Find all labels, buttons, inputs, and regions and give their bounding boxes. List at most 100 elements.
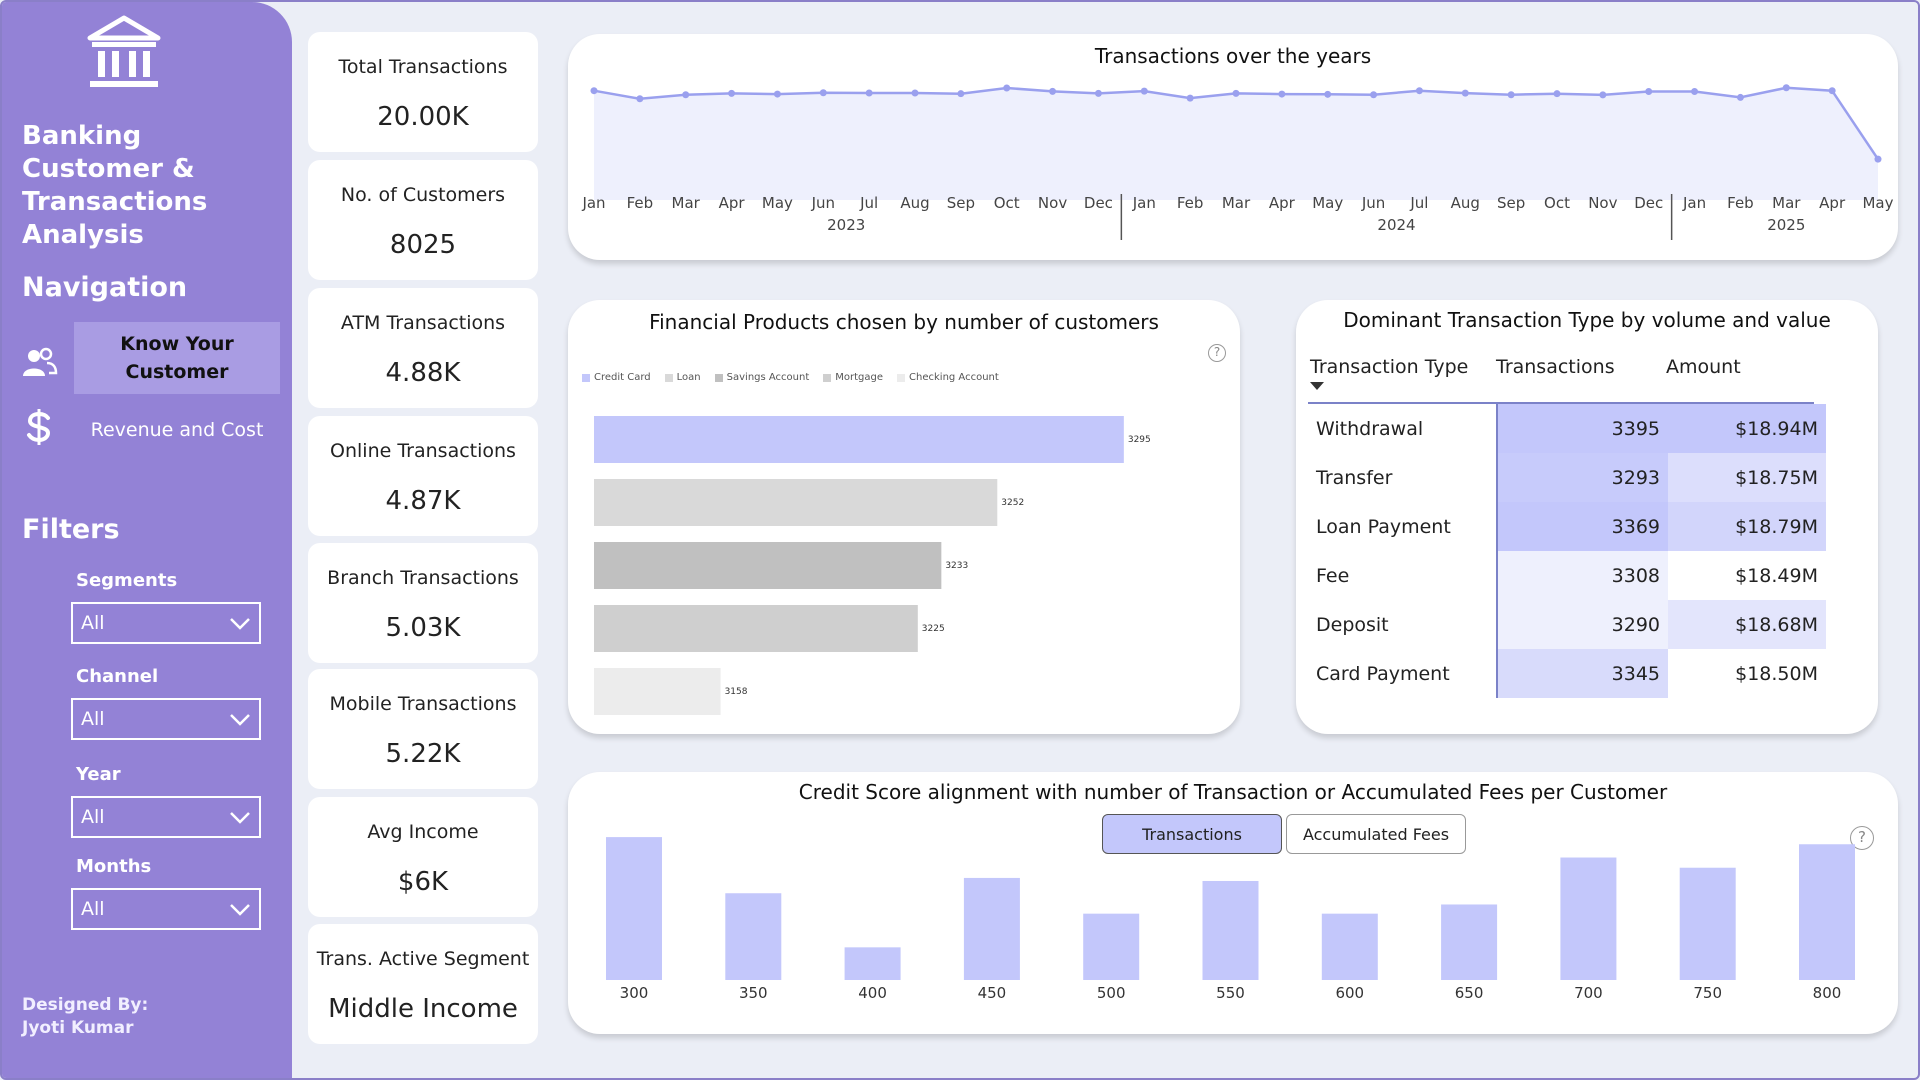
kpi-no-of-customers: No. of Customers 8025 (308, 160, 538, 280)
filter-label-months: Months (76, 856, 152, 877)
legend-item[interactable]: Checking Account (897, 372, 999, 383)
column-header-transactions[interactable]: Transactions (1496, 356, 1615, 378)
data-point[interactable] (1828, 87, 1836, 95)
table-row[interactable]: Transfer 3293 $18.75M (1308, 453, 1826, 502)
x-tick-label: Dec (1084, 194, 1113, 212)
legend-item[interactable]: Credit Card (582, 372, 651, 383)
kpi-label: Mobile Transactions (329, 693, 517, 715)
data-point[interactable] (590, 87, 598, 95)
data-point[interactable] (1507, 91, 1515, 99)
cell-transaction-type: Fee (1316, 564, 1350, 587)
financial-products-panel: Financial Products chosen by number of c… (568, 300, 1240, 734)
kpi-label: No. of Customers (340, 184, 506, 206)
help-icon[interactable]: ? (1850, 826, 1874, 850)
data-point[interactable] (1003, 84, 1011, 92)
kpi-mobile-transactions: Mobile Transactions 5.22K (308, 669, 538, 789)
column-header-amount[interactable]: Amount (1666, 356, 1741, 378)
data-point[interactable] (1324, 90, 1332, 98)
table-row[interactable]: Withdrawal 3395 $18.94M (1308, 404, 1826, 453)
x-tick-label: May (1862, 194, 1893, 212)
data-point[interactable] (819, 89, 827, 97)
table-row[interactable]: Fee 3308 $18.49M (1308, 551, 1826, 600)
x-tick-label: Apr (1819, 194, 1846, 212)
data-point[interactable] (1599, 91, 1607, 99)
data-point[interactable] (865, 89, 873, 97)
data-point[interactable] (636, 95, 644, 103)
bar[interactable] (1441, 904, 1498, 980)
data-point[interactable] (1691, 88, 1699, 96)
cell-amount: $18.50M (1668, 649, 1826, 698)
data-point[interactable] (1415, 87, 1423, 95)
bar[interactable] (1321, 913, 1378, 980)
bar[interactable] (594, 479, 998, 526)
bar[interactable] (963, 877, 1020, 980)
data-point[interactable] (1370, 91, 1378, 99)
data-point[interactable] (1874, 155, 1882, 163)
sidebar: Banking Customer & Transactions Analysis… (2, 2, 292, 1078)
data-point[interactable] (682, 91, 690, 99)
bar[interactable] (1202, 880, 1259, 980)
kpi-label: Avg Income (367, 821, 479, 843)
nav-item-revenue-and-cost[interactable]: Revenue and Cost (74, 394, 280, 466)
accumulated-fees-toggle[interactable]: Accumulated Fees (1286, 814, 1466, 854)
data-point[interactable] (1782, 84, 1790, 92)
bar[interactable] (725, 893, 782, 980)
legend-item[interactable]: Mortgage (823, 372, 883, 383)
bar[interactable] (844, 947, 901, 980)
data-point[interactable] (1278, 90, 1286, 98)
cell-transactions: 3395 (1498, 404, 1668, 453)
legend-item[interactable]: Savings Account (714, 372, 809, 383)
data-point[interactable] (1461, 89, 1469, 97)
bar[interactable] (1799, 844, 1855, 980)
data-label: 3252 (1001, 498, 1024, 508)
legend-item[interactable]: Loan (664, 372, 701, 383)
data-point[interactable] (1140, 87, 1148, 95)
dropdown-value: All (81, 806, 105, 828)
data-point[interactable] (1049, 87, 1057, 95)
x-tick-label: Jul (859, 194, 878, 212)
data-point[interactable] (728, 89, 736, 97)
sort-desc-icon (1310, 382, 1324, 390)
bar[interactable] (594, 416, 1124, 463)
bar[interactable] (1083, 913, 1140, 980)
legend-swatch (582, 373, 590, 382)
bar[interactable] (594, 605, 918, 652)
x-tick-label: 550 (1216, 984, 1245, 1002)
bar[interactable] (594, 542, 942, 589)
data-point[interactable] (1645, 88, 1653, 96)
months-dropdown[interactable]: All (71, 888, 261, 930)
segments-dropdown[interactable]: All (71, 602, 261, 644)
filter-label-segments: Segments (76, 570, 178, 591)
table-row[interactable]: Deposit 3290 $18.68M (1308, 600, 1826, 649)
x-tick-label: Mar (672, 194, 701, 212)
data-point[interactable] (1094, 89, 1102, 97)
data-point[interactable] (1232, 89, 1240, 97)
data-point[interactable] (1736, 93, 1744, 101)
bar[interactable] (606, 837, 662, 980)
help-icon[interactable]: ? (1208, 344, 1226, 362)
data-point[interactable] (957, 90, 965, 98)
year-label: 2024 (1377, 216, 1415, 234)
column-header-transaction-type[interactable]: Transaction Type (1310, 356, 1469, 378)
x-tick-label: Dec (1634, 194, 1663, 212)
channel-dropdown[interactable]: All (71, 698, 261, 740)
table-row[interactable]: Card Payment 3345 $18.50M (1308, 649, 1826, 698)
bank-icon (87, 15, 161, 87)
cell-amount: $18.75M (1668, 453, 1826, 502)
transactions-toggle[interactable]: Transactions (1102, 814, 1282, 854)
bar[interactable] (1679, 867, 1736, 980)
data-point[interactable] (773, 90, 781, 98)
bar[interactable] (1560, 857, 1617, 980)
data-point[interactable] (1186, 94, 1194, 102)
table-row[interactable]: Loan Payment 3369 $18.79M (1308, 502, 1826, 551)
x-tick-label: Feb (627, 194, 654, 212)
year-dropdown[interactable]: All (71, 796, 261, 838)
chevron-down-icon (230, 714, 250, 726)
data-point[interactable] (1553, 90, 1561, 98)
data-point[interactable] (911, 89, 919, 97)
chart-title: Financial Products chosen by number of c… (649, 310, 1159, 334)
nav-item-know-your-customer[interactable]: Know Your Customer (74, 322, 280, 394)
kpi-label: ATM Transactions (340, 312, 506, 334)
bar[interactable] (594, 668, 721, 715)
x-tick-label: Jun (1361, 194, 1385, 212)
